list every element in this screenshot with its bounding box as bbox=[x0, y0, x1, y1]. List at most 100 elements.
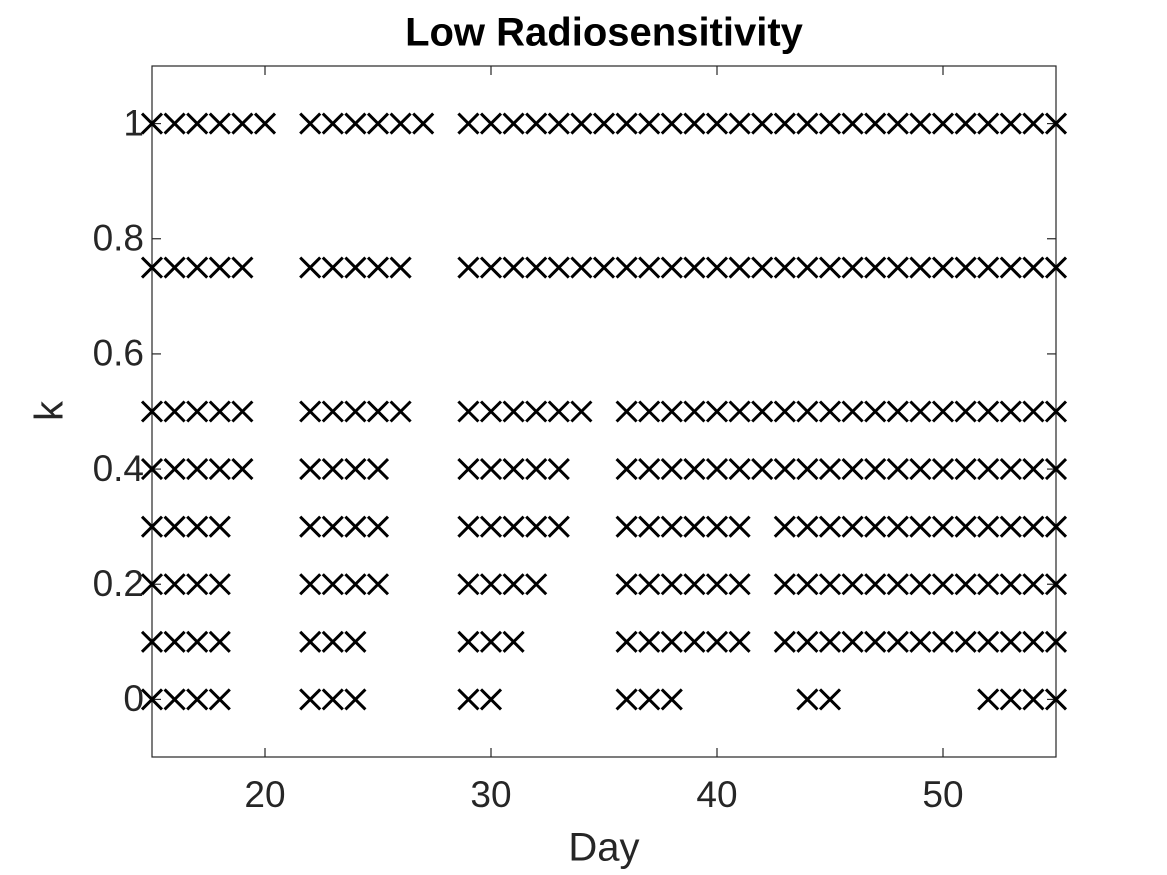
marker bbox=[796, 400, 819, 423]
marker bbox=[479, 400, 503, 423]
marker bbox=[615, 458, 638, 481]
marker bbox=[321, 515, 344, 538]
marker bbox=[457, 458, 480, 481]
x-tick-label: 50 bbox=[922, 774, 963, 815]
marker bbox=[1022, 112, 1045, 135]
marker bbox=[977, 400, 1000, 423]
marker bbox=[1044, 573, 1068, 596]
marker bbox=[796, 112, 819, 135]
marker bbox=[638, 688, 661, 711]
marker bbox=[660, 256, 683, 279]
marker bbox=[818, 688, 842, 711]
x-axis-label: Day bbox=[568, 826, 639, 870]
marker bbox=[638, 112, 661, 135]
marker bbox=[796, 688, 819, 711]
y-tick-label: 0.2 bbox=[93, 563, 144, 604]
marker bbox=[344, 112, 367, 135]
marker bbox=[321, 573, 344, 596]
marker bbox=[1022, 573, 1045, 596]
marker bbox=[683, 630, 706, 653]
marker bbox=[140, 573, 164, 596]
marker bbox=[321, 400, 344, 423]
marker bbox=[1044, 630, 1068, 653]
marker bbox=[683, 112, 706, 135]
marker bbox=[751, 256, 774, 279]
marker bbox=[570, 112, 593, 135]
marker bbox=[683, 515, 706, 538]
marker bbox=[660, 688, 683, 711]
marker bbox=[615, 112, 638, 135]
y-tick-label: 0.6 bbox=[93, 333, 144, 374]
marker bbox=[163, 515, 186, 538]
marker bbox=[728, 256, 751, 279]
marker bbox=[321, 688, 344, 711]
marker bbox=[773, 458, 796, 481]
marker bbox=[660, 573, 683, 596]
x-tick-label: 40 bbox=[696, 774, 737, 815]
marker bbox=[525, 515, 548, 538]
marker bbox=[751, 400, 774, 423]
marker bbox=[547, 458, 570, 481]
marker bbox=[999, 573, 1022, 596]
marker bbox=[140, 400, 164, 423]
marker bbox=[909, 400, 932, 423]
marker bbox=[344, 400, 367, 423]
marker bbox=[366, 515, 390, 538]
marker bbox=[818, 112, 842, 135]
marker bbox=[389, 400, 412, 423]
marker bbox=[683, 573, 706, 596]
marker bbox=[457, 256, 480, 279]
marker bbox=[592, 112, 616, 135]
marker bbox=[660, 112, 683, 135]
marker bbox=[796, 515, 819, 538]
marker bbox=[773, 515, 796, 538]
marker bbox=[841, 573, 864, 596]
marker bbox=[931, 458, 955, 481]
marker bbox=[366, 458, 390, 481]
y-axis-label: k bbox=[28, 400, 72, 421]
marker bbox=[705, 112, 729, 135]
marker bbox=[502, 515, 525, 538]
marker bbox=[773, 112, 796, 135]
marker bbox=[977, 630, 1000, 653]
marker bbox=[299, 688, 322, 711]
marker bbox=[208, 515, 231, 538]
marker bbox=[705, 458, 729, 481]
marker bbox=[638, 458, 661, 481]
marker bbox=[886, 630, 909, 653]
marker bbox=[186, 400, 209, 423]
marker bbox=[864, 112, 887, 135]
marker bbox=[479, 112, 503, 135]
marker bbox=[977, 112, 1000, 135]
marker bbox=[186, 112, 209, 135]
marker bbox=[977, 256, 1000, 279]
marker bbox=[818, 515, 842, 538]
x-tick-label: 30 bbox=[470, 774, 511, 815]
marker bbox=[977, 688, 1000, 711]
marker bbox=[796, 630, 819, 653]
marker bbox=[705, 515, 729, 538]
marker bbox=[886, 400, 909, 423]
marker bbox=[931, 400, 955, 423]
y-tick-label: 1 bbox=[123, 102, 144, 143]
marker bbox=[660, 630, 683, 653]
marker bbox=[841, 400, 864, 423]
marker bbox=[457, 630, 480, 653]
y-tick-label: 0.4 bbox=[93, 448, 144, 489]
marker bbox=[163, 112, 186, 135]
marker bbox=[525, 256, 548, 279]
marker bbox=[547, 400, 570, 423]
marker bbox=[502, 458, 525, 481]
marker bbox=[163, 688, 186, 711]
marker bbox=[773, 630, 796, 653]
marker bbox=[140, 515, 164, 538]
marker bbox=[1022, 458, 1045, 481]
marker bbox=[818, 256, 842, 279]
marker bbox=[299, 458, 322, 481]
marker bbox=[999, 515, 1022, 538]
marker bbox=[705, 630, 729, 653]
marker bbox=[864, 458, 887, 481]
marker bbox=[999, 400, 1022, 423]
marker bbox=[344, 515, 367, 538]
marker bbox=[931, 573, 955, 596]
